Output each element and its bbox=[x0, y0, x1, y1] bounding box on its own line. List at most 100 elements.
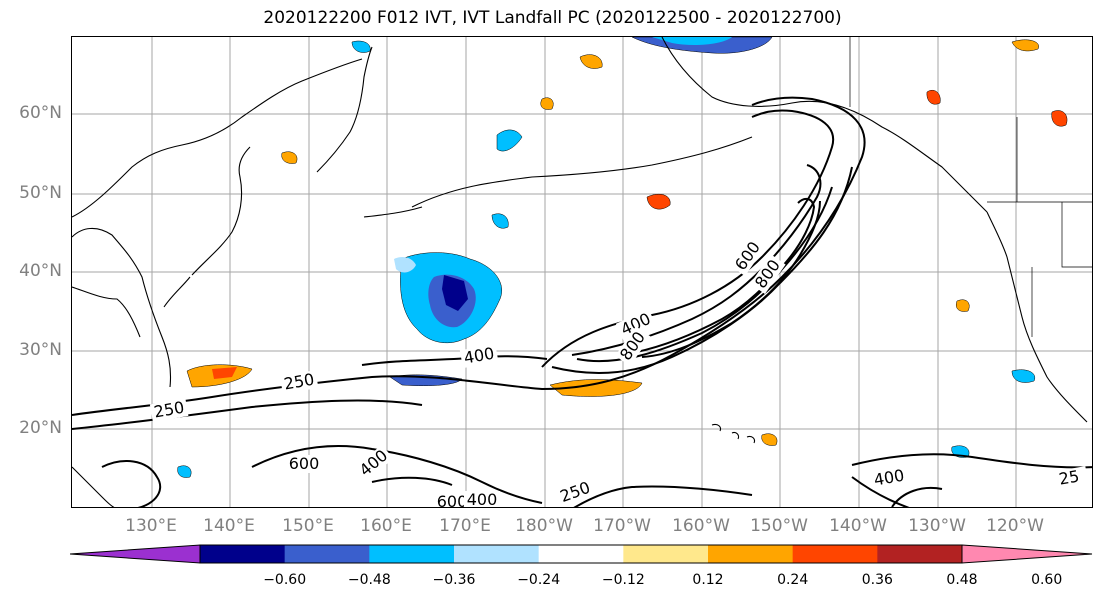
contour-400-b bbox=[541, 109, 853, 374]
contour-south-400 bbox=[371, 476, 753, 507]
neg-blob-light bbox=[394, 257, 416, 273]
contour-label-bg bbox=[750, 254, 786, 295]
japan bbox=[163, 146, 251, 308]
neg-spot-4 bbox=[177, 465, 192, 478]
colorbar-segment bbox=[877, 545, 963, 563]
colorbar-segment bbox=[708, 545, 794, 563]
contour-400-a bbox=[361, 355, 548, 366]
neg-spot-1 bbox=[351, 40, 371, 53]
longitude-label: 170°W bbox=[593, 516, 651, 536]
colorbar-tick-label: 0.24 bbox=[777, 572, 809, 588]
pos-blob-2 bbox=[549, 379, 643, 397]
longitude-label: 150°E bbox=[282, 516, 334, 536]
contour-label-bg bbox=[286, 455, 322, 473]
contour-south-600 bbox=[101, 445, 543, 507]
contour-label: 400 bbox=[872, 466, 905, 490]
ivt-contours bbox=[72, 96, 1092, 507]
longitude-label: 180°W bbox=[515, 516, 573, 536]
longitude-label: 160°W bbox=[672, 516, 730, 536]
colorbar-extend-max bbox=[961, 544, 1093, 564]
neg-top-blob2 bbox=[652, 37, 732, 45]
colorbar-tick-label: −0.48 bbox=[347, 572, 391, 588]
colorbar-segment bbox=[454, 545, 540, 563]
longitude-label: 160°E bbox=[360, 516, 412, 536]
aleutians bbox=[363, 136, 753, 218]
latitude-label: 20°N bbox=[19, 418, 62, 438]
pos-blob-10 bbox=[761, 433, 778, 446]
contour-label: 400 bbox=[467, 490, 498, 508]
hawaii bbox=[711, 423, 756, 444]
contour-label: 600 bbox=[289, 454, 320, 473]
colorbar-segment bbox=[369, 545, 455, 563]
contour-label-bg bbox=[869, 466, 909, 491]
contour-label-bg bbox=[464, 491, 500, 507]
canada-us-border bbox=[849, 37, 1092, 203]
contour-label-bg bbox=[555, 477, 596, 507]
contour-label-bg bbox=[459, 344, 499, 369]
latitude-label: 40°N bbox=[19, 261, 62, 281]
colorbar-tick-label: 0.12 bbox=[692, 572, 724, 588]
pos-blob-4 bbox=[579, 54, 603, 69]
colorbar-segment bbox=[623, 545, 709, 563]
pos-blob-1-core bbox=[212, 367, 237, 379]
political-boundaries bbox=[849, 37, 1092, 337]
contour-label-bg bbox=[1049, 466, 1089, 491]
contour-label-bg bbox=[354, 444, 394, 482]
longitude-label: 120°W bbox=[986, 516, 1044, 536]
colorbar-tick-label: −0.12 bbox=[601, 572, 645, 588]
contour-label: 400 bbox=[462, 344, 495, 368]
pos-blob-3 bbox=[646, 194, 671, 210]
contour-south-east bbox=[851, 453, 1092, 507]
pos-blob-8 bbox=[281, 151, 298, 164]
chart-title: 2020122200 F012 IVT, IVT Landfall PC (20… bbox=[263, 8, 842, 28]
longitude-label: 130°W bbox=[908, 516, 966, 536]
contour-label: 250 bbox=[558, 478, 593, 506]
contour-label-bg bbox=[149, 398, 189, 423]
colorbar-segment bbox=[200, 545, 286, 563]
longitude-label: 140°E bbox=[203, 516, 255, 536]
longitude-label: 140°W bbox=[829, 516, 887, 536]
colorbar-tick-label: −0.36 bbox=[432, 572, 476, 588]
philippines bbox=[72, 466, 115, 507]
colorbar-extend-min bbox=[70, 544, 201, 564]
latitude-label: 30°N bbox=[19, 340, 62, 360]
colorbar bbox=[70, 544, 1093, 564]
kamchatka bbox=[316, 46, 373, 173]
us-states bbox=[1016, 117, 1092, 337]
contour-label-bg bbox=[730, 236, 766, 277]
contour-250-outer bbox=[72, 96, 866, 416]
contour-label-bg bbox=[434, 493, 470, 507]
pos-blob-11 bbox=[956, 299, 970, 312]
neg-alaska-blob bbox=[496, 129, 523, 152]
pos-blob-7 bbox=[1051, 110, 1068, 127]
na-west-coast bbox=[986, 211, 1088, 423]
pos-blob-9 bbox=[540, 97, 554, 110]
neg-spot-3 bbox=[1011, 369, 1036, 383]
positive-pc-shading bbox=[186, 39, 1068, 446]
neg-spot-2 bbox=[491, 213, 509, 229]
asia-coast bbox=[72, 58, 363, 388]
colorbar-segment bbox=[284, 545, 370, 563]
latitude-label: 50°N bbox=[19, 183, 62, 203]
neg-blob-center bbox=[442, 275, 468, 311]
longitude-label: 130°E bbox=[125, 516, 177, 536]
pos-blob-5 bbox=[1011, 39, 1039, 52]
contour-label: 250 bbox=[152, 398, 185, 422]
colorbar-tick-label: 0.36 bbox=[861, 572, 893, 588]
contour-label: 600 bbox=[437, 492, 468, 508]
contour-label: 250 bbox=[282, 370, 315, 394]
colorbar-tick-label: −0.24 bbox=[517, 572, 561, 588]
contour-label-bg bbox=[615, 308, 657, 341]
colorbar-tick-label: 0.60 bbox=[1031, 572, 1063, 588]
negative-pc-shading bbox=[177, 37, 1036, 478]
colorbar-segment bbox=[792, 545, 878, 563]
longitude-label: 170°E bbox=[439, 516, 491, 536]
colorbar-tick-label: −0.60 bbox=[263, 572, 307, 588]
colorbar-tick-label: 0.48 bbox=[946, 572, 978, 588]
colorbar-segment bbox=[538, 545, 624, 563]
contour-label: 25 bbox=[1057, 466, 1080, 488]
map-panel: 400 600 800 800 400 250 250 600 400 600 400 250 400 2… bbox=[71, 36, 1093, 508]
longitude-label: 150°W bbox=[750, 516, 808, 536]
contour-250-inner bbox=[72, 399, 423, 430]
